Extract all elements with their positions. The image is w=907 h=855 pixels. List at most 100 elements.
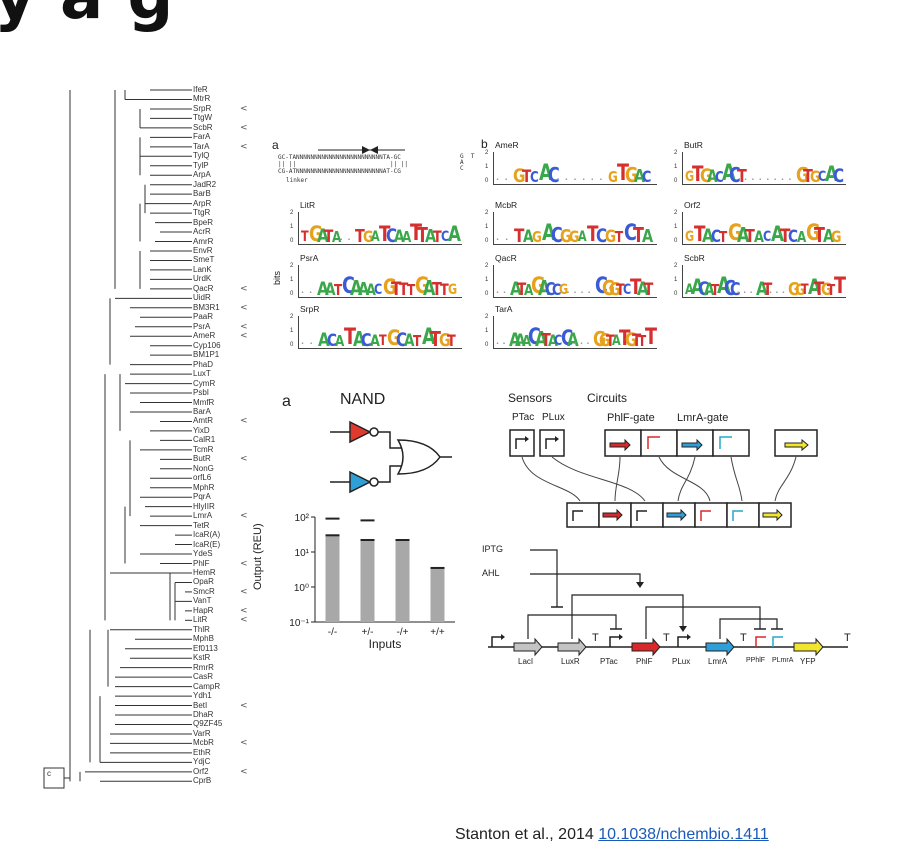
- logo-base: A: [394, 226, 405, 247]
- logo-base: C: [723, 276, 736, 300]
- gene-lacI: LacI: [518, 657, 534, 666]
- logo-base: ·: [743, 288, 747, 297]
- tree-leaf-label: HlyIIR: [193, 501, 215, 511]
- logo-base: ·: [496, 288, 500, 297]
- logo-base: T: [439, 280, 449, 300]
- tree-leaf-label: BM1P1: [193, 350, 220, 360]
- gene-phlf: PhlF: [636, 657, 653, 666]
- logo-base: T: [814, 277, 825, 300]
- logo-base: A: [521, 332, 532, 351]
- logo-base: A: [578, 229, 587, 246]
- logo-base: ·: [590, 175, 594, 184]
- tree-leaf-label: QacR: [193, 283, 214, 293]
- logo-base: C: [710, 226, 721, 247]
- logo-base: A: [822, 225, 834, 247]
- logo-base: C: [530, 168, 540, 187]
- nand-bar-chart: 10² 10¹ 10⁰ 10⁻¹ -/- +/- -/+ +/+ Inputs: [289, 513, 455, 651]
- logo-name: ButR: [684, 140, 703, 150]
- logo-base: A: [448, 222, 462, 247]
- tree-leaf-label: NonG: [193, 463, 214, 473]
- doi-link[interactable]: 10.1038/nchembio.1411: [598, 826, 769, 843]
- logo-base: T: [803, 165, 813, 187]
- logo-base: G: [447, 282, 458, 299]
- terminator-1: T: [592, 632, 599, 644]
- logo-y-tick: 0: [674, 238, 678, 244]
- tree-leaf-label: HapR: [193, 605, 214, 615]
- tree-leaf-label: TetR: [193, 520, 210, 530]
- logo-y-tick: 2: [674, 210, 678, 216]
- tree-leaf-label: AmeR: [193, 331, 216, 341]
- logo-base: T: [710, 281, 720, 300]
- tree-leaf-label: BpeR: [193, 217, 214, 227]
- logo-base: C: [817, 169, 827, 186]
- logo-y-tick: 2: [485, 210, 489, 216]
- logo-base: A: [370, 229, 380, 246]
- tree-leaf-label: ArpR: [193, 198, 212, 208]
- logo-base: A: [541, 221, 556, 247]
- logo-base: G: [559, 282, 569, 299]
- logo-base: ·: [339, 235, 343, 244]
- logo-base: C: [832, 164, 844, 187]
- tree-leaf-label: LitR: [193, 615, 208, 625]
- logo-base: A: [633, 165, 645, 187]
- tree-leaf-label: ThlR: [193, 624, 210, 634]
- logo-base: T: [693, 222, 706, 247]
- logo-y-tick: 2: [290, 314, 294, 320]
- gene-pphlf: PPhlF: [746, 657, 766, 664]
- gene-luxR: LuxR: [561, 657, 580, 666]
- logo-base: C: [560, 326, 573, 351]
- logo-base: G: [805, 221, 820, 247]
- tree-leaf-label: Cyp106: [193, 340, 221, 350]
- logo-base: ·: [580, 288, 584, 297]
- logo-base: T: [801, 282, 809, 299]
- logo-axis: [298, 316, 462, 349]
- sequence-logo: LitR 2 1 0 T G A T A · · T G A T C A A T T A T C A: [288, 200, 463, 248]
- logo-base: A: [510, 277, 522, 300]
- logo-base: A: [539, 161, 553, 187]
- tree-leaf-label: TarA: [193, 141, 210, 151]
- x-tick-label: -/+: [397, 627, 409, 638]
- logo-base: A: [825, 162, 839, 187]
- logo-base: G: [625, 163, 639, 187]
- tree-leaf-label: YixD: [193, 425, 210, 435]
- tree-selection-mark: <: [240, 511, 248, 522]
- nand-panel-letter: a: [282, 393, 291, 410]
- phylogenetic-tree: IfeR MtrR SrpR < TtgW ScbR < FarA TarA < TylQ TylP A…: [0, 0, 260, 810]
- circuit-panel: Sensors Circuits PTac PLux PhlF-gate Lmr…: [470, 385, 895, 685]
- logo-base: T: [644, 325, 657, 351]
- logo-base: A: [704, 279, 715, 300]
- logo-base: T: [355, 225, 366, 247]
- logo-base: C: [395, 328, 407, 351]
- logo-base: G: [363, 227, 374, 247]
- tree-selection-mark: <: [240, 331, 248, 342]
- logo-base: T: [779, 224, 791, 247]
- logo-base: G: [831, 227, 842, 247]
- logo-base: G: [685, 229, 695, 246]
- tree-leaf-label: DhaR: [193, 710, 214, 720]
- slide-title-fragment: y a g: [0, 0, 174, 34]
- logo-base: T: [762, 279, 772, 300]
- logo-base: T: [692, 162, 704, 187]
- logo-y-tick: 1: [674, 224, 678, 230]
- tree-leaf-label: VarR: [193, 728, 211, 738]
- logo-base: A: [685, 282, 694, 299]
- logo-y-tick: 2: [674, 150, 678, 156]
- logo-base: T: [618, 326, 631, 351]
- tree-leaf-label: PaaR: [193, 312, 214, 322]
- logo-y-tick: 0: [485, 291, 489, 297]
- logo-base: T: [587, 222, 599, 247]
- logo-base: ·: [775, 288, 779, 297]
- logo-axis: [298, 212, 462, 245]
- logo-base: A: [508, 328, 521, 351]
- logo-base: T: [605, 331, 615, 351]
- logo-y-tick: 2: [485, 314, 489, 320]
- tree-leaf-label: ArpA: [193, 170, 211, 180]
- tree-leaf-label: HemR: [193, 567, 216, 577]
- logo-base: G: [607, 168, 618, 187]
- logo-base: C: [788, 226, 799, 247]
- tree-leaf-label: YdjC: [193, 757, 211, 767]
- tree-leaf-label: Q9ZF45: [193, 719, 223, 729]
- tree-leaf-label: UidR: [193, 293, 211, 303]
- logo-base: A: [421, 325, 436, 351]
- logo-base: T: [398, 279, 409, 300]
